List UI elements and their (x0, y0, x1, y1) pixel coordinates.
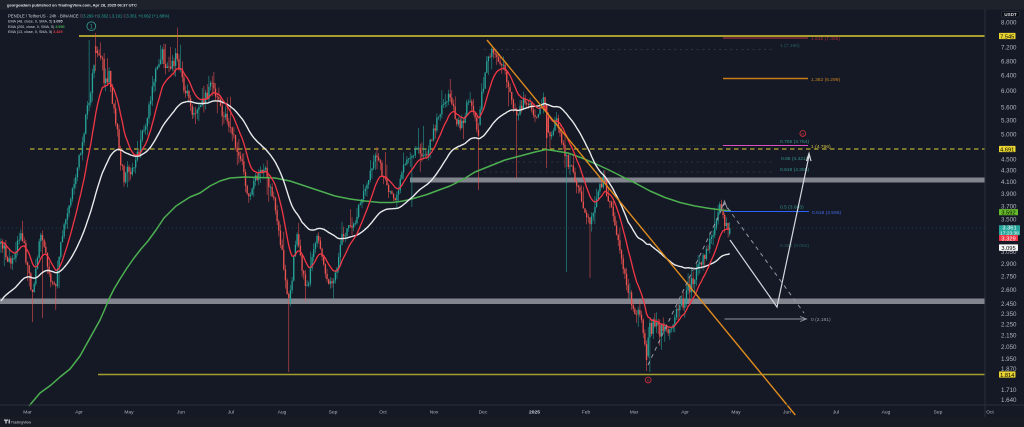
svg-text:2.150: 2.150 (1001, 332, 1017, 339)
svg-text:3.050: 3.050 (1001, 249, 1017, 256)
svg-text:6.000: 6.000 (1001, 88, 1017, 95)
svg-text:EMA (13, close, 0, SMA, 5) 3.3: EMA (13, close, 0, SMA, 5) 3.329 (8, 30, 63, 34)
svg-text:0 (2.181): 0 (2.181) (811, 317, 831, 323)
svg-text:3.329: 3.329 (1001, 236, 1015, 242)
svg-text:0.5 (3.603): 0.5 (3.603) (780, 205, 804, 211)
svg-text:2.050: 2.050 (1001, 344, 1017, 351)
svg-text:2.900: 2.900 (1001, 261, 1017, 268)
svg-text:1 (4.756): 1 (4.756) (811, 144, 831, 150)
svg-text:0.65 (4.421): 0.65 (4.421) (781, 156, 808, 162)
svg-text:May: May (124, 410, 134, 416)
svg-text:Jul: Jul (228, 410, 234, 416)
svg-text:4.100: 4.100 (1001, 179, 1017, 186)
svg-text:3.700: 3.700 (1001, 203, 1017, 210)
svg-text:2.450: 2.450 (1001, 301, 1017, 308)
svg-text:2.750: 2.750 (1001, 273, 1017, 280)
svg-text:0.618 (4.355): 0.618 (4.355) (780, 167, 809, 173)
svg-text:8.000: 8.000 (1001, 19, 1017, 26)
svg-text:georgeadam published on Tradin: georgeadam published on TradingView.com,… (7, 3, 137, 8)
svg-text:2025: 2025 (529, 410, 540, 416)
svg-text:Feb: Feb (582, 410, 591, 416)
svg-text:Oct: Oct (986, 410, 994, 416)
svg-text:0.382 (3.084): 0.382 (3.084) (780, 243, 809, 249)
svg-text:17:23:38: 17:23:38 (1000, 230, 1019, 236)
svg-text:5.000: 5.000 (1001, 131, 1017, 138)
svg-text:Apr: Apr (75, 410, 83, 416)
svg-text:1.870: 1.870 (1001, 366, 1017, 373)
svg-text:1.640: 1.640 (1001, 397, 1017, 404)
svg-text:3.500: 3.500 (1001, 216, 1017, 223)
svg-text:1.950: 1.950 (1001, 356, 1017, 363)
svg-text:May: May (731, 410, 741, 416)
svg-text:4.300: 4.300 (1001, 167, 1017, 174)
svg-text:2.600: 2.600 (1001, 287, 1017, 294)
svg-text:Sep: Sep (329, 410, 338, 416)
svg-text:3.592: 3.592 (1001, 211, 1015, 217)
svg-text:R: R (647, 379, 650, 383)
svg-text:0.705 (4.764): 0.705 (4.764) (780, 139, 809, 145)
svg-text:Aug: Aug (882, 410, 891, 416)
svg-text:5.300: 5.300 (1001, 117, 1017, 124)
svg-text:2.350: 2.350 (1001, 311, 1017, 318)
svg-text:6.800: 6.800 (1001, 58, 1017, 65)
svg-text:7.200: 7.200 (1001, 44, 1017, 51)
svg-text:4.500: 4.500 (1001, 156, 1017, 163)
svg-text:EMA (48, close, 0, SMA, 5) 3.0: EMA (48, close, 0, SMA, 5) 3.095 (8, 20, 63, 24)
svg-text:1.382 (6.299): 1.382 (6.299) (811, 77, 840, 83)
svg-text:1.618 (7.466): 1.618 (7.466) (811, 36, 840, 42)
svg-text:EMA (200, close, 0, SMA, 5) 3.: EMA (200, close, 0, SMA, 5) 3.590 (8, 25, 65, 29)
svg-text:4.691: 4.691 (1000, 147, 1014, 153)
svg-text:Jul: Jul (833, 410, 839, 416)
svg-text:Jun: Jun (783, 410, 791, 416)
svg-text:5.600: 5.600 (1001, 104, 1017, 111)
svg-text:TradingView: TradingView (11, 420, 32, 424)
svg-text:2.250: 2.250 (1001, 321, 1017, 328)
svg-text:Mar: Mar (23, 410, 32, 416)
svg-text:1: 1 (90, 24, 94, 30)
svg-text:PENDLE / TetherUS · 24h · BINA: PENDLE / TetherUS · 24h · BINANCE O3.299… (8, 13, 170, 18)
svg-text:Apr: Apr (681, 410, 689, 416)
svg-text:USDT: USDT (1004, 12, 1017, 17)
svg-text:0.618 (3.595): 0.618 (3.595) (812, 210, 841, 216)
svg-text:Jun: Jun (177, 410, 185, 416)
svg-text:Sep: Sep (934, 410, 943, 416)
svg-text:Oct: Oct (379, 410, 387, 416)
svg-text:1.710: 1.710 (1001, 387, 1017, 394)
svg-text:Mar: Mar (630, 410, 639, 416)
svg-text:Aug: Aug (278, 410, 287, 416)
svg-text:Nov: Nov (430, 410, 439, 416)
svg-text:R: R (801, 132, 804, 136)
svg-text:Dec: Dec (479, 410, 488, 416)
svg-text:6.400: 6.400 (1001, 72, 1017, 79)
svg-text:3.361: 3.361 (1002, 226, 1016, 232)
svg-text:7.545: 7.545 (1000, 34, 1014, 40)
svg-text:1 (7.196): 1 (7.196) (780, 43, 800, 49)
svg-text:3.900: 3.900 (1001, 191, 1017, 198)
svg-text:1.814: 1.814 (1000, 373, 1014, 379)
svg-text:3.095: 3.095 (1001, 246, 1015, 252)
